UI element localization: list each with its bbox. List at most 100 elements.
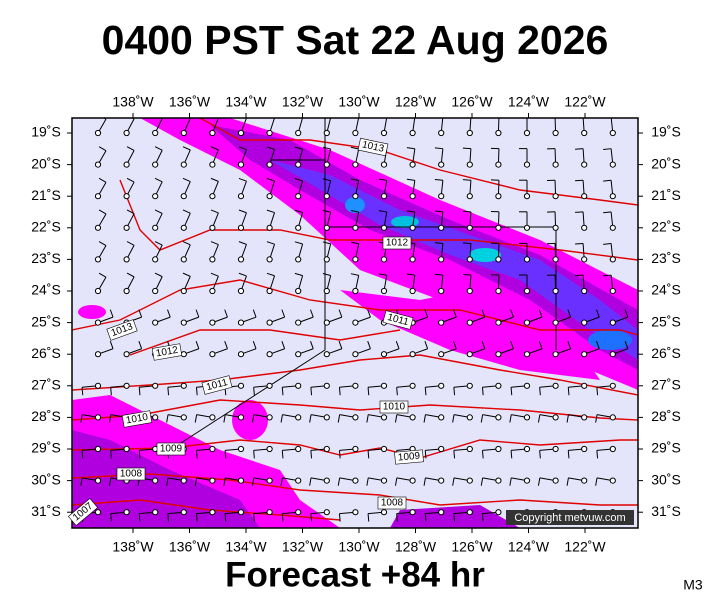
station bbox=[238, 415, 243, 420]
station bbox=[210, 194, 215, 199]
lon-label-top: 122˚W bbox=[564, 94, 606, 110]
station bbox=[296, 383, 301, 388]
lon-label-top: 126˚W bbox=[451, 94, 493, 110]
station bbox=[467, 415, 472, 420]
station bbox=[296, 352, 301, 357]
station bbox=[610, 288, 615, 293]
barb-feather bbox=[311, 514, 312, 522]
station bbox=[467, 162, 472, 167]
isobar-label-text: 1012 bbox=[386, 238, 409, 249]
station bbox=[353, 162, 358, 167]
station bbox=[324, 257, 329, 262]
lon-label-top: 124˚W bbox=[508, 94, 550, 110]
station bbox=[324, 478, 329, 483]
barb-feather bbox=[463, 148, 471, 149]
station bbox=[524, 288, 529, 293]
station bbox=[381, 478, 386, 483]
station bbox=[95, 257, 100, 262]
barb-feather bbox=[196, 514, 197, 522]
station bbox=[124, 383, 129, 388]
station bbox=[467, 225, 472, 230]
barb-feather bbox=[225, 514, 226, 522]
station bbox=[95, 352, 100, 357]
station bbox=[353, 415, 358, 420]
barb-feather bbox=[139, 514, 140, 522]
station bbox=[296, 415, 301, 420]
lon-label-top: 136˚W bbox=[169, 94, 211, 110]
isobar-label: 1012 bbox=[383, 237, 411, 249]
barb-feather bbox=[540, 387, 541, 395]
station bbox=[238, 162, 243, 167]
station bbox=[267, 320, 272, 325]
barb-feather bbox=[339, 450, 340, 458]
station bbox=[238, 478, 243, 483]
station bbox=[381, 194, 386, 199]
station bbox=[496, 257, 501, 262]
lat-label-left: 27˚S bbox=[31, 377, 61, 393]
station bbox=[153, 478, 158, 483]
station bbox=[210, 162, 215, 167]
lat-label-right: 22˚S bbox=[651, 219, 681, 235]
station bbox=[153, 225, 158, 230]
station bbox=[496, 446, 501, 451]
barb-feather bbox=[196, 450, 197, 458]
station bbox=[582, 415, 587, 420]
barb-feather bbox=[568, 387, 569, 395]
station bbox=[610, 194, 615, 199]
isobar-label-text: 1009 bbox=[160, 444, 183, 455]
station bbox=[553, 130, 558, 135]
station bbox=[610, 162, 615, 167]
station bbox=[582, 162, 587, 167]
station bbox=[381, 130, 386, 135]
station bbox=[267, 510, 272, 515]
station bbox=[95, 510, 100, 515]
station bbox=[467, 320, 472, 325]
copyright: Copyright metvuw.com bbox=[514, 512, 625, 524]
lat-label-left: 22˚S bbox=[31, 219, 61, 235]
station bbox=[296, 162, 301, 167]
station bbox=[181, 130, 186, 135]
station bbox=[124, 510, 129, 515]
barb-feather bbox=[225, 450, 226, 458]
barb-feather bbox=[368, 387, 369, 395]
station bbox=[553, 257, 558, 262]
barb-feather bbox=[575, 243, 583, 244]
station bbox=[553, 288, 558, 293]
barb-feather bbox=[339, 387, 340, 395]
barb-feather bbox=[463, 211, 471, 212]
station bbox=[267, 383, 272, 388]
station bbox=[410, 478, 415, 483]
station bbox=[296, 288, 301, 293]
lat-label-right: 21˚S bbox=[651, 187, 681, 203]
station bbox=[124, 225, 129, 230]
barb-feather bbox=[139, 450, 140, 458]
barb-feather bbox=[568, 450, 569, 458]
station bbox=[238, 225, 243, 230]
lat-label-right: 25˚S bbox=[651, 313, 681, 329]
station bbox=[381, 415, 386, 420]
station bbox=[353, 446, 358, 451]
lat-label-right: 19˚S bbox=[651, 124, 681, 140]
barb-feather bbox=[139, 387, 140, 395]
station bbox=[238, 257, 243, 262]
isobar-label-text: 1008 bbox=[120, 469, 143, 480]
station bbox=[181, 320, 186, 325]
barb-feather bbox=[454, 450, 455, 458]
barb-feather bbox=[196, 387, 197, 395]
station bbox=[153, 288, 158, 293]
station bbox=[353, 225, 358, 230]
station bbox=[181, 288, 186, 293]
station bbox=[553, 415, 558, 420]
station bbox=[153, 415, 158, 420]
station bbox=[582, 478, 587, 483]
barb-feather bbox=[463, 180, 471, 181]
station bbox=[610, 446, 615, 451]
station bbox=[553, 446, 558, 451]
barb-feather bbox=[482, 450, 483, 458]
station bbox=[124, 352, 129, 357]
station bbox=[353, 352, 358, 357]
barb-feather bbox=[351, 116, 359, 118]
station bbox=[496, 383, 501, 388]
map-title: 0400 PST Sat 22 Aug 2026 bbox=[102, 17, 609, 63]
station bbox=[553, 194, 558, 199]
